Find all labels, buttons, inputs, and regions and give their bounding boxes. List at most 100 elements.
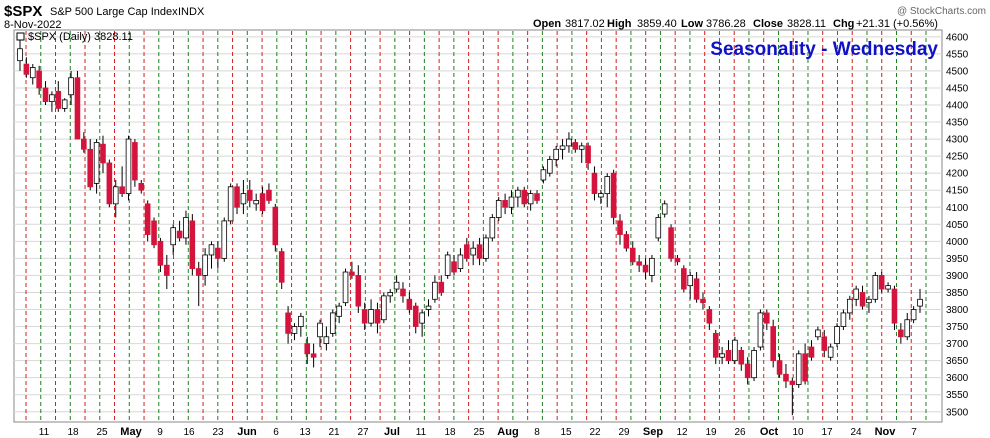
y-tick-label: 4150 — [946, 186, 969, 197]
x-tick-label: 11 — [39, 427, 50, 438]
symbol: $SPX — [4, 3, 42, 20]
candle-down — [789, 380, 796, 385]
x-tick-label: 16 — [183, 427, 195, 438]
candle-up — [291, 326, 298, 334]
candle-up — [227, 186, 234, 222]
candle-up — [598, 193, 604, 198]
candle-up — [846, 298, 853, 314]
candle-down — [272, 206, 279, 246]
ohlc-readout: Open 3817.02 High 3859.40 Low 3786.28 Cl… — [533, 18, 938, 30]
candle-up — [732, 339, 738, 362]
candle-up — [68, 77, 74, 96]
candle-down — [406, 298, 413, 310]
y-tick-label: 3550 — [946, 390, 969, 401]
candle-down — [361, 309, 368, 324]
candle-down — [764, 312, 770, 324]
candle-down — [821, 336, 828, 351]
x-axis: 11 18 25 May 9 16 23 Jun 6 13 21 27 Jul 11 18 25 Aug 8 15 2… — [39, 426, 917, 438]
candle-up — [470, 247, 476, 256]
candle-down — [144, 203, 151, 235]
candle-down — [859, 292, 866, 307]
y-tick-label: 4600 — [946, 32, 969, 43]
y-axis: 3500 3550 3600 3650 3700 3750 3800 3850 3900 3950… — [946, 32, 969, 418]
candle-up — [515, 189, 521, 198]
candle-up — [381, 295, 387, 321]
candle-up — [483, 237, 489, 259]
y-tick-label: 3800 — [946, 305, 969, 316]
candle-up — [183, 217, 189, 239]
candle-down — [776, 360, 783, 375]
candle-down — [55, 90, 62, 109]
close-label: Close — [753, 18, 783, 30]
open-label: Open — [533, 18, 561, 30]
candle-up — [387, 292, 394, 297]
x-tick-label: 25 — [473, 427, 485, 438]
candle-down — [642, 264, 649, 273]
candle-down — [438, 281, 445, 293]
candle-down — [802, 353, 808, 382]
candle-down — [610, 172, 617, 218]
candle-up — [489, 217, 496, 239]
x-tick-label: 10 — [792, 427, 804, 438]
candle-up — [368, 309, 374, 324]
candle-down — [591, 172, 598, 195]
candle-up — [125, 138, 132, 195]
candle-down — [706, 309, 713, 324]
candle-down — [42, 87, 49, 102]
candle-down — [668, 227, 674, 259]
x-tick-label: Jul — [384, 426, 400, 438]
candle-up — [17, 48, 23, 62]
y-tick-label: 4200 — [946, 169, 969, 180]
candle-down — [502, 200, 508, 208]
candle-down — [585, 145, 591, 164]
candle-up — [540, 169, 547, 181]
x-tick-label: 22 — [589, 427, 601, 438]
y-tick-label: 3850 — [946, 288, 969, 299]
candle-up — [29, 67, 36, 79]
candle-down — [891, 288, 898, 324]
candle-up — [444, 254, 451, 276]
candle-up — [604, 176, 611, 195]
candle-up — [202, 254, 208, 276]
candles — [17, 40, 923, 416]
candle-down — [138, 182, 145, 191]
x-tick-label: 8 — [534, 427, 540, 438]
candle-up — [840, 312, 847, 327]
candle-down — [100, 143, 106, 164]
x-tick-label: 15 — [560, 427, 572, 438]
candle-down — [151, 220, 157, 246]
x-tick-label: 23 — [212, 427, 224, 438]
x-tick-label: Nov — [875, 426, 897, 438]
candle-down — [808, 346, 815, 358]
candle-down — [195, 268, 202, 276]
candle-up — [323, 336, 330, 345]
x-tick-label: Sep — [643, 426, 663, 438]
candle-down — [157, 240, 164, 266]
low-label: Low — [681, 18, 703, 30]
candle-down — [623, 234, 630, 249]
candle-up — [853, 288, 859, 300]
candle-up — [329, 312, 336, 334]
candle-up — [317, 322, 323, 338]
candle-down — [164, 264, 170, 276]
exchange: INDX — [178, 6, 205, 18]
candle-up — [655, 217, 662, 239]
candle-up — [815, 329, 821, 338]
candle-down — [355, 275, 362, 307]
candle-up — [495, 200, 502, 218]
index-name: S&P 500 Large Cap Index — [50, 6, 178, 18]
candle-up — [649, 257, 655, 276]
candle-up — [419, 312, 425, 324]
y-tick-label: 3500 — [946, 407, 969, 418]
candle-down — [278, 251, 285, 283]
candle-down — [629, 247, 636, 263]
candle-up — [342, 271, 349, 304]
candle-down — [74, 77, 81, 140]
candle-down — [783, 373, 789, 382]
candle-up — [112, 186, 119, 205]
candle-down — [349, 271, 355, 276]
candle-down — [464, 244, 470, 259]
candle-up — [208, 244, 215, 256]
y-tick-label: 3900 — [946, 271, 969, 282]
candle-up — [578, 145, 585, 150]
